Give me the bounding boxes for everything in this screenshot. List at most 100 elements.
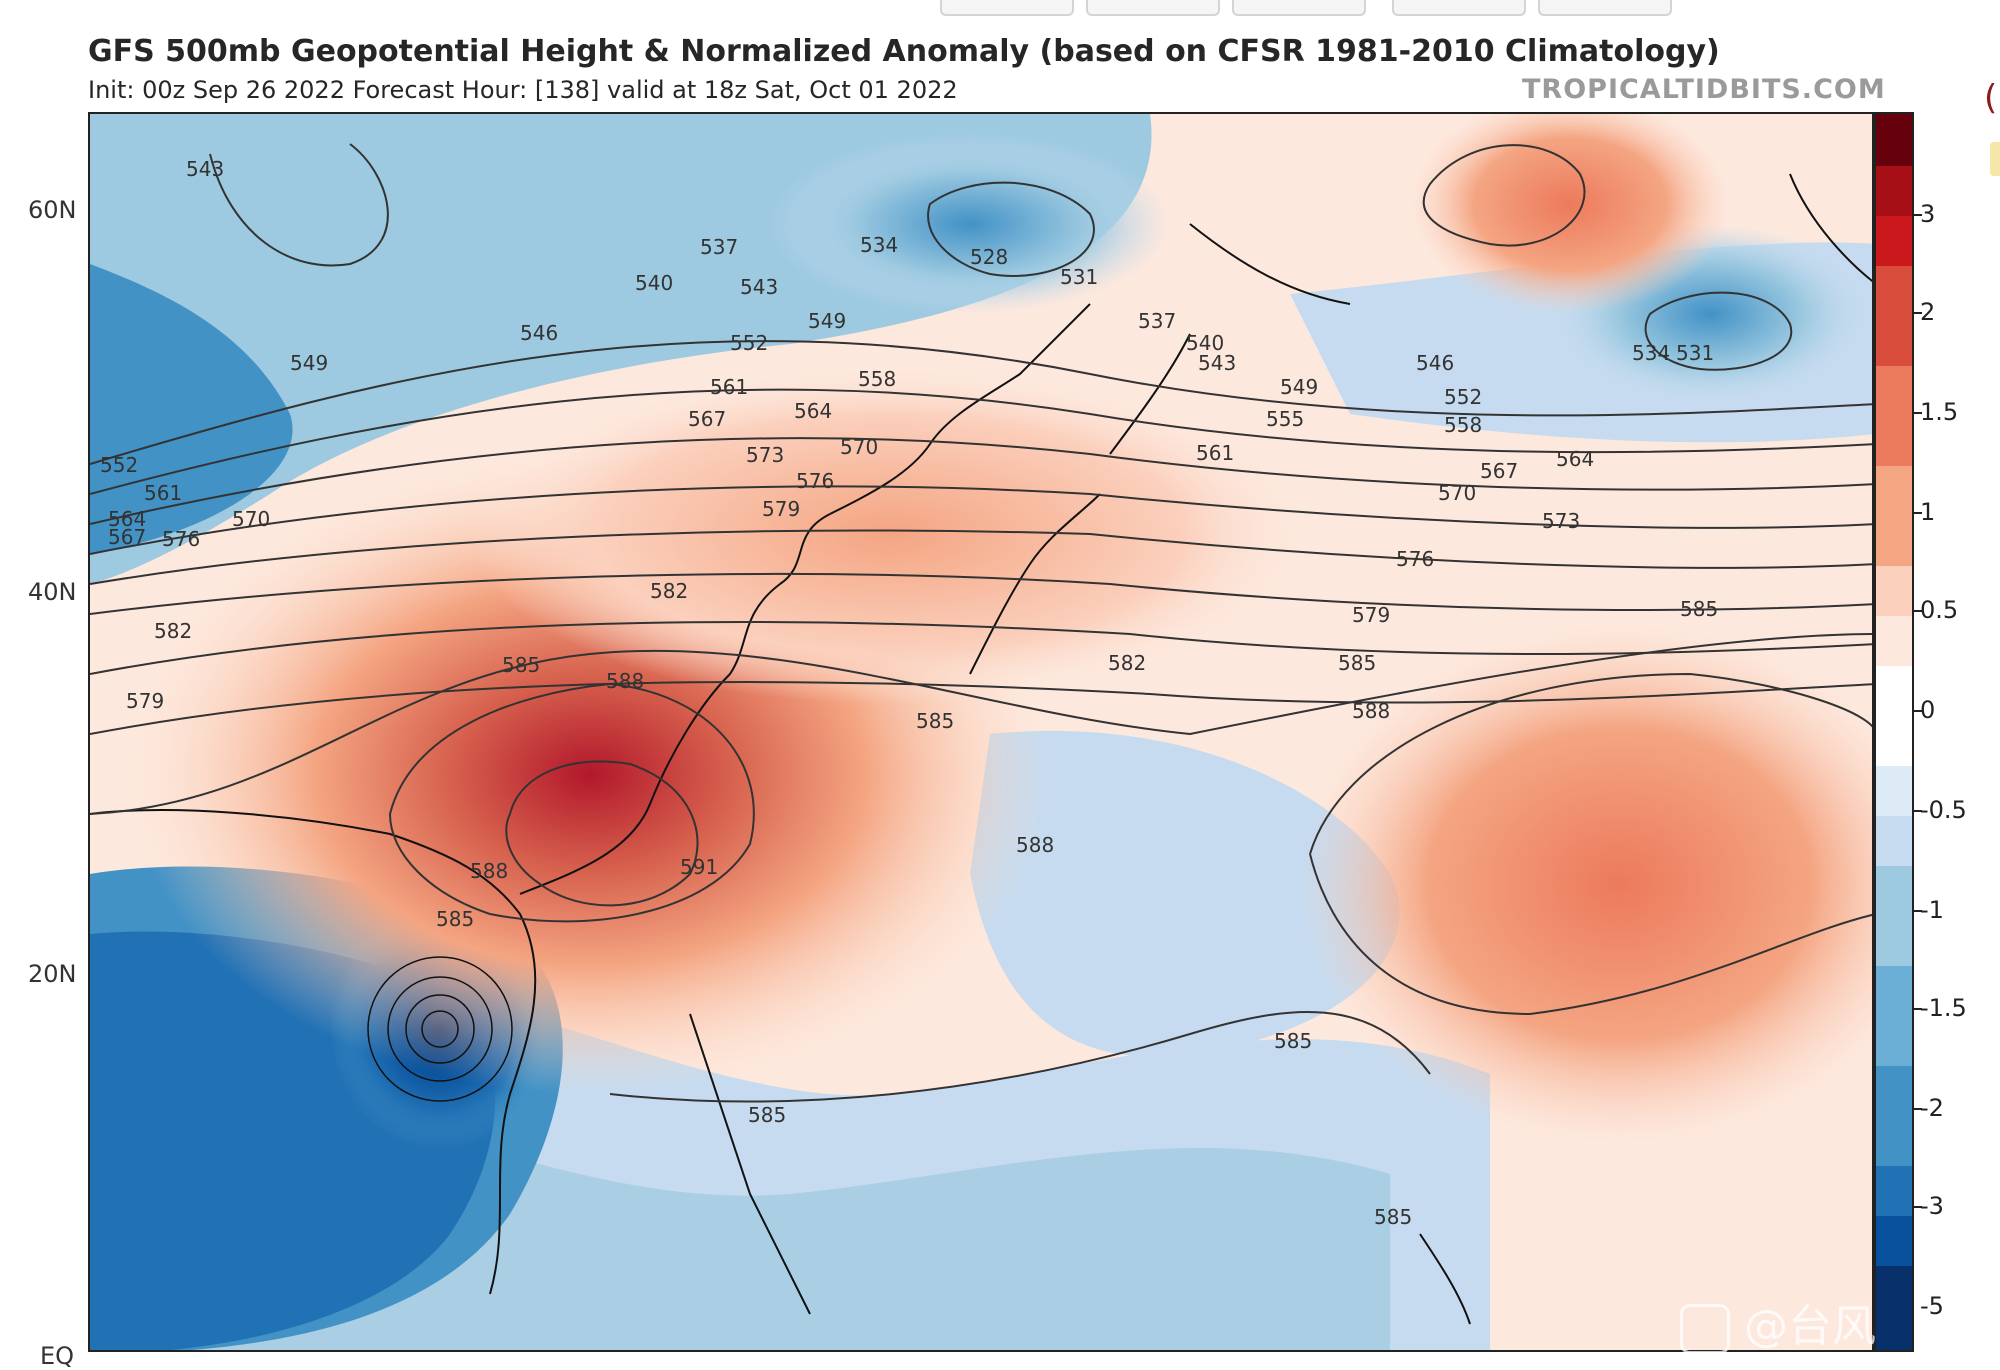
contour-label: 579	[1352, 603, 1390, 627]
contour-558	[90, 437, 1872, 525]
contour-label: 585	[436, 907, 474, 931]
japan-positive-anomaly	[470, 364, 1310, 704]
contour-label: 561	[710, 375, 748, 399]
contour-label: 546	[1416, 351, 1454, 375]
top-tab-3[interactable]	[1232, 0, 1366, 16]
alaska-coast	[1789, 173, 1872, 283]
cb-seg	[1876, 866, 1912, 966]
cb-seg	[1876, 466, 1912, 566]
cb-tick	[1914, 412, 1922, 414]
cb-label-neg-1: -1	[1920, 896, 1944, 924]
contour-label: 582	[650, 579, 688, 603]
kamchatka	[1189, 223, 1351, 305]
lat-label-eq: EQ	[40, 1342, 75, 1370]
offscreen-yellow-tab[interactable]	[1990, 142, 2000, 176]
contour-label: 534	[860, 233, 898, 257]
contour-label: 585	[1338, 651, 1376, 675]
contour-label: 576	[796, 469, 834, 493]
wpac-negative-anomaly	[970, 730, 1400, 1057]
contour-576	[90, 573, 1872, 615]
top-tab-1[interactable]	[940, 0, 1074, 16]
contour-label: 528	[970, 245, 1008, 269]
lat-label-20n: 20N	[28, 960, 77, 988]
contour-label: 591	[680, 855, 718, 879]
contour-528	[927, 181, 1095, 277]
cb-seg	[1876, 1216, 1912, 1266]
contour-570	[90, 529, 1872, 585]
contour-label: 588	[606, 669, 644, 693]
top-tab-5[interactable]	[1538, 0, 1672, 16]
contour-label: 564	[1556, 447, 1594, 471]
contour-label: 564	[794, 399, 832, 423]
height-contours	[90, 143, 1872, 1103]
contour-label: 573	[1542, 509, 1580, 533]
lat-label-60n: 60N	[28, 196, 77, 224]
cb-label-neg-3: -3	[1920, 1192, 1944, 1220]
cb-label-0-5: 0.5	[1920, 596, 1959, 624]
contour-588	[388, 682, 755, 923]
contour-label: 561	[144, 481, 182, 505]
weibo-handle: @台风	[1744, 1301, 1876, 1352]
cb-tick	[1914, 312, 1922, 314]
arctic-positive-anomaly	[1410, 114, 1730, 314]
contour-585-south	[609, 1011, 1431, 1103]
cb-seg	[1876, 816, 1912, 866]
cb-seg	[1876, 216, 1912, 266]
contour-552	[90, 388, 1872, 495]
contour-label: 552	[1444, 385, 1482, 409]
contour-label: 588	[470, 859, 508, 883]
contour-label: 570	[232, 507, 270, 531]
central-pacific-positive-anomaly	[1300, 624, 1872, 1144]
contour-label: 543	[740, 275, 778, 299]
cb-label-3: 3	[1920, 200, 1936, 228]
contour-585	[90, 633, 1872, 815]
anomaly-colorbar	[1874, 112, 1914, 1352]
cb-seg	[1876, 616, 1912, 666]
cb-label-0: 0	[1920, 696, 1936, 724]
japan-honshu	[969, 493, 1101, 675]
contour-label: 552	[100, 453, 138, 477]
lat-label-40n: 40N	[28, 578, 77, 606]
contour-label: 537	[700, 235, 738, 259]
cb-tick	[1914, 610, 1922, 612]
contour-591	[505, 760, 699, 907]
okhotsk-low-anomaly	[770, 134, 1170, 314]
contour-531	[1644, 291, 1793, 371]
contour-arctic-high	[1422, 144, 1586, 247]
contour-label: 570	[1438, 481, 1476, 505]
cb-tick	[1914, 1108, 1922, 1110]
cb-tick	[1914, 512, 1922, 514]
contour-label: 546	[520, 321, 558, 345]
cb-label-2: 2	[1920, 298, 1936, 326]
contour-546	[90, 340, 1872, 465]
cb-tick	[1914, 810, 1922, 812]
cb-seg	[1876, 1266, 1912, 1350]
contour-label: 549	[1280, 375, 1318, 399]
contour-label: 570	[840, 435, 878, 459]
contour-label: 531	[1676, 341, 1714, 365]
philippines	[689, 1013, 811, 1315]
contour-label: 576	[1396, 547, 1434, 571]
site-watermark: TROPICALTIDBITS.COM	[1522, 74, 1886, 105]
contour-label: 579	[762, 497, 800, 521]
contour-543	[209, 143, 389, 267]
weibo-watermark: @台风	[1680, 1290, 1876, 1354]
cb-seg	[1876, 114, 1912, 166]
cb-seg	[1876, 1166, 1912, 1216]
contour-564	[90, 485, 1872, 555]
contour-label: 549	[290, 351, 328, 375]
contour-label: 588	[1016, 833, 1054, 857]
marshall-islands	[1419, 1233, 1471, 1325]
top-tab-4[interactable]	[1392, 0, 1526, 16]
contour-label: 567	[108, 525, 146, 549]
contour-label: 576	[162, 527, 200, 551]
top-tab-2[interactable]	[1086, 0, 1220, 16]
cb-tick	[1914, 910, 1922, 912]
cb-tick	[1914, 214, 1922, 216]
contour-label: 585	[1680, 597, 1718, 621]
contour-label: 552	[730, 331, 768, 355]
contour-label: 558	[858, 367, 896, 391]
cb-seg	[1876, 366, 1912, 466]
contour-label: 567	[1480, 459, 1518, 483]
contour-label: 543	[1198, 351, 1236, 375]
